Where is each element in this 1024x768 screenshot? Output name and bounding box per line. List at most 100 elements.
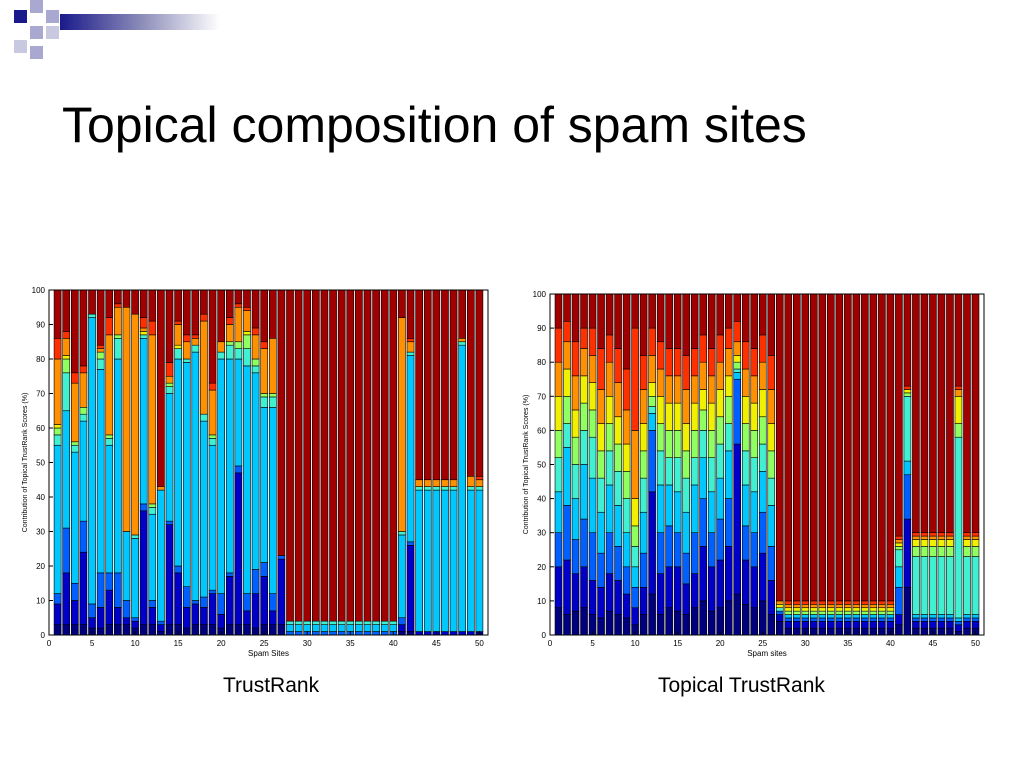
bar-segment-1-47-0 — [946, 627, 954, 636]
bar-segment-0-14-1 — [165, 524, 174, 625]
bar-segment-0-44-7 — [423, 479, 432, 487]
bar-segment-0-3-3 — [70, 451, 79, 584]
bar-segment-1-37-6 — [861, 607, 869, 612]
bar-segment-1-37-1 — [861, 621, 869, 629]
bar-segment-0-43-4 — [415, 486, 423, 491]
bar-segment-1-36-9 — [852, 293, 861, 602]
bar-segment-0-3-1 — [70, 600, 79, 625]
bar-segment-1-36-7 — [852, 604, 861, 609]
bar-segment-1-9-7 — [622, 409, 631, 445]
bar-segment-0-3-9 — [70, 289, 79, 374]
bar-segment-1-38-9 — [869, 293, 878, 602]
bar-segment-0-49-4 — [466, 486, 475, 491]
bar-segment-1-16-2 — [682, 552, 690, 585]
bar-segment-1-27-2 — [775, 610, 784, 615]
y-tick-label-1-30: 30 — [537, 529, 546, 538]
bar-segment-1-46-9 — [937, 293, 946, 533]
bar-segment-1-13-2 — [656, 532, 665, 574]
bar-segment-1-49-6 — [963, 539, 971, 547]
bar-segment-0-2-4 — [62, 372, 71, 412]
bar-segment-1-23-8 — [741, 341, 750, 370]
bar-segment-1-19-1 — [707, 566, 716, 612]
y-tick-label-0-50: 50 — [36, 459, 45, 468]
bar-segment-1-50-8 — [971, 532, 980, 537]
bar-segment-0-11-7 — [139, 327, 148, 332]
bar-segment-1-6-1 — [597, 586, 605, 619]
bar-segment-0-2-6 — [62, 355, 71, 360]
bar-segment-1-5-9 — [588, 293, 597, 329]
bar-segment-0-26-5 — [268, 393, 277, 398]
bar-segment-1-37-8 — [861, 600, 869, 605]
bar-segment-0-38-3 — [372, 624, 380, 632]
bar-segment-0-37-3 — [363, 624, 372, 632]
bar-segment-1-13-6 — [656, 396, 665, 424]
bar-segment-0-23-6 — [243, 331, 251, 336]
bar-segment-0-36-2 — [355, 631, 363, 636]
bar-segment-1-24-7 — [750, 375, 759, 404]
bar-segment-1-12-6 — [648, 382, 656, 397]
bar-segment-0-41-3 — [398, 534, 406, 619]
bar-segment-1-4-8 — [580, 327, 588, 349]
bar-segment-0-33-4 — [329, 620, 337, 625]
bar-segment-1-7-6 — [605, 396, 614, 424]
bar-segment-1-16-1 — [682, 583, 690, 615]
bar-segment-0-19-8 — [208, 382, 217, 391]
topical-trustrank-caption: Topical TrustRank — [658, 674, 825, 697]
bar-segment-1-47-2 — [946, 617, 954, 622]
bar-segment-1-39-9 — [878, 293, 886, 602]
bar-segment-1-26-2 — [767, 546, 776, 581]
bar-segment-0-7-9 — [105, 289, 114, 318]
bar-segment-1-3-0 — [571, 610, 580, 636]
bar-segment-1-9-6 — [622, 443, 631, 472]
bar-segment-1-18-7 — [699, 361, 707, 390]
bar-segment-1-15-8 — [673, 348, 682, 377]
bar-segment-0-45-3 — [432, 489, 441, 632]
bar-segment-0-28-2 — [286, 631, 294, 636]
bar-segment-1-4-2 — [580, 518, 588, 568]
bar-segment-0-17-0 — [191, 624, 200, 636]
bar-segment-1-35-7 — [844, 604, 852, 609]
bar-segment-1-50-2 — [971, 617, 980, 622]
bar-segment-1-8-6 — [614, 416, 622, 445]
bar-segment-1-24-2 — [750, 532, 759, 568]
x-tick-label-1-25: 25 — [758, 639, 767, 648]
bar-segment-1-12-0 — [648, 593, 656, 636]
bar-segment-1-35-8 — [844, 600, 852, 605]
bar-segment-0-30-4 — [303, 620, 312, 625]
y-tick-label-0-40: 40 — [36, 493, 45, 502]
bar-segment-0-50-4 — [475, 486, 484, 491]
bar-segment-1-1-6 — [554, 396, 563, 431]
bar-segment-1-35-9 — [844, 293, 852, 602]
bar-segment-0-50-8 — [475, 476, 484, 481]
bar-segment-1-48-2 — [954, 621, 963, 626]
bar-segment-1-43-1 — [912, 621, 920, 629]
bar-segment-0-12-9 — [148, 289, 157, 322]
bar-segment-1-36-2 — [852, 617, 861, 622]
bar-segment-1-47-1 — [946, 621, 954, 629]
bar-segment-0-36-4 — [355, 620, 363, 625]
bar-segment-1-11-3 — [639, 511, 648, 554]
bar-segment-0-13-1 — [157, 624, 165, 632]
bar-segment-1-47-8 — [946, 532, 954, 537]
bar-segment-1-45-9 — [929, 293, 937, 533]
bar-segment-0-22-0 — [234, 624, 243, 636]
bar-segment-0-42-9 — [406, 289, 415, 339]
bar-segment-0-5-4 — [88, 313, 96, 318]
bar-segment-1-33-8 — [827, 600, 835, 605]
bar-segment-1-27-9 — [775, 293, 784, 602]
bar-segment-0-6-3 — [96, 369, 105, 574]
bar-segment-1-20-5 — [716, 416, 724, 445]
y-axis-label-1: Contribution of Topical TrustRank Scores… — [523, 395, 530, 535]
bar-segment-0-8-1 — [114, 607, 122, 625]
bar-segment-1-30-6 — [801, 607, 810, 612]
bar-segment-1-39-5 — [878, 610, 886, 615]
bar-segment-1-19-8 — [707, 348, 716, 377]
bar-segment-0-17-9 — [191, 289, 200, 336]
bar-segment-0-18-9 — [200, 289, 208, 315]
bar-segment-0-11-0 — [139, 624, 148, 636]
bar-segment-1-33-5 — [827, 610, 835, 615]
bar-segment-1-12-5 — [648, 396, 656, 407]
y-tick-label-0-0: 0 — [41, 631, 46, 640]
bar-segment-1-9-1 — [622, 593, 631, 619]
bar-segment-1-16-7 — [682, 389, 690, 424]
